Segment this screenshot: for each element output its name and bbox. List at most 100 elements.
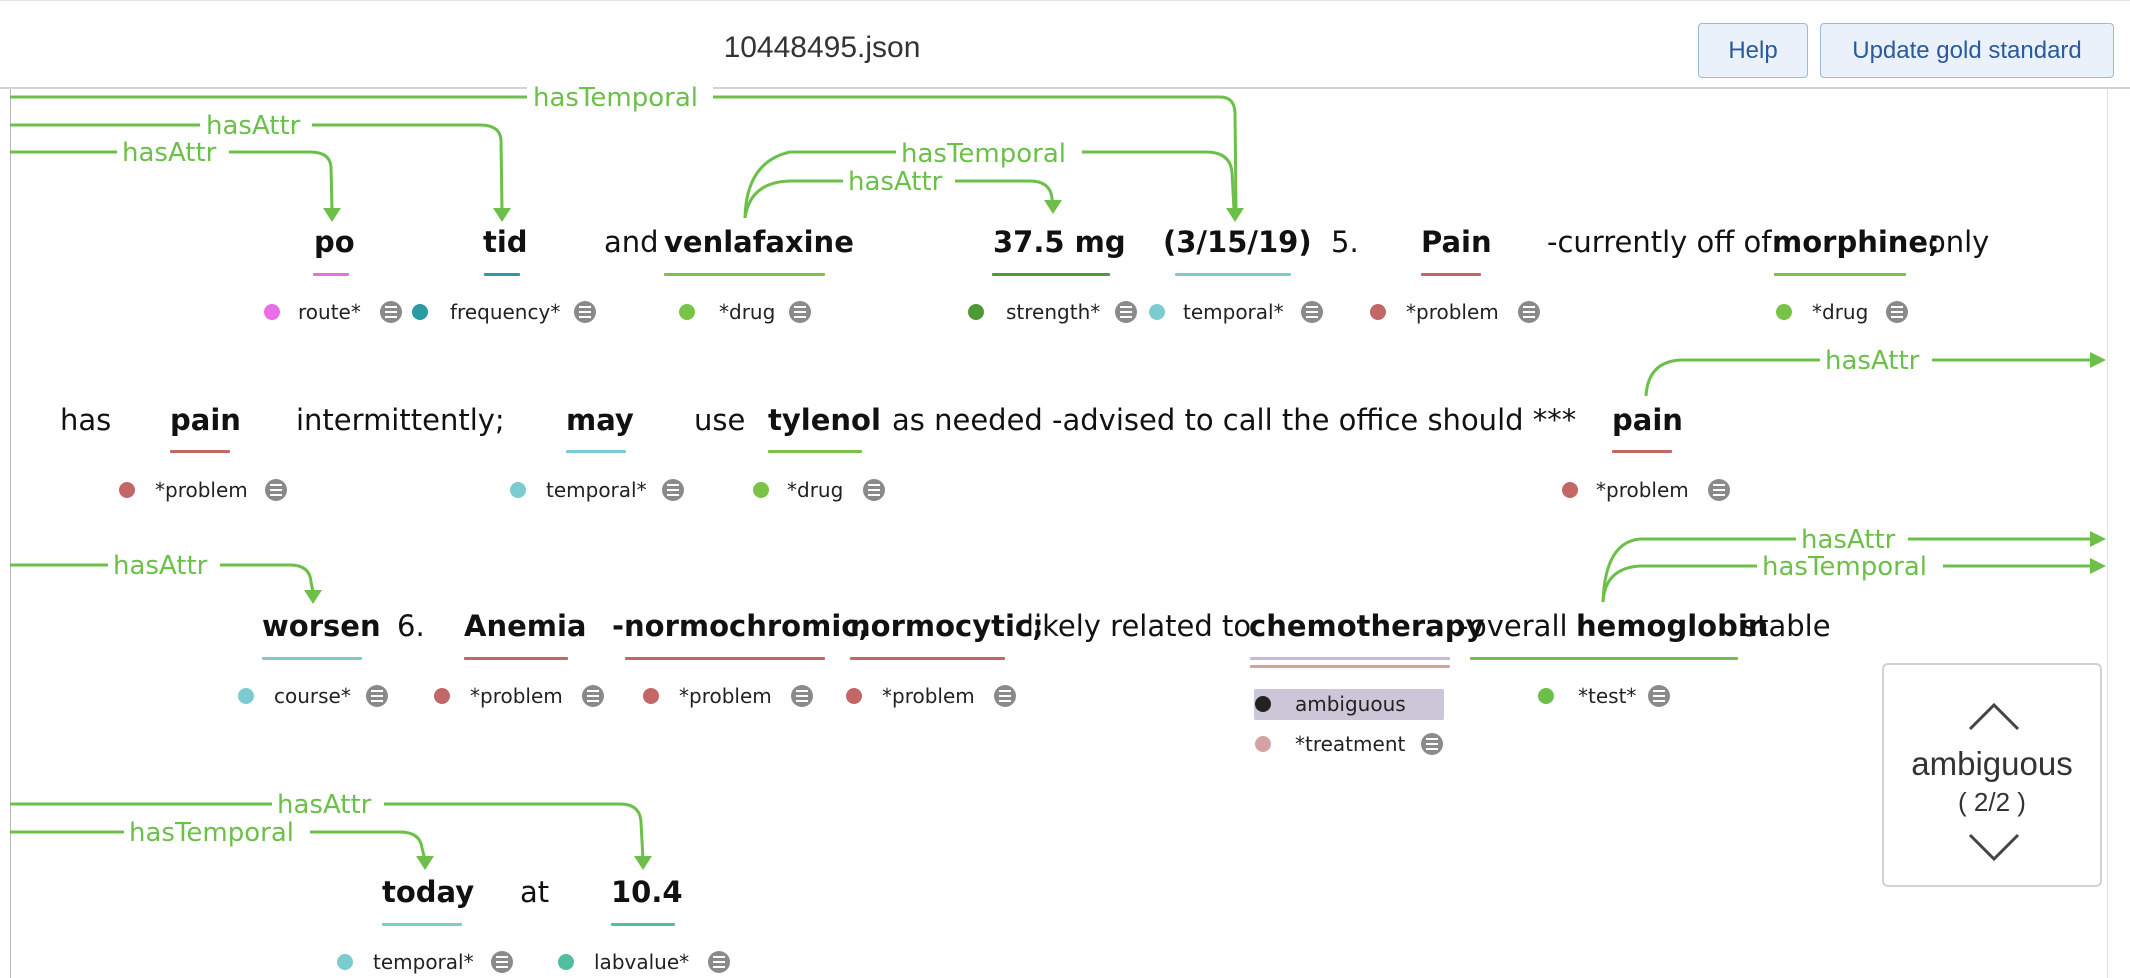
course-color-dot — [238, 688, 254, 704]
token-intermittently: intermittently; — [296, 403, 505, 437]
token-at: at — [520, 875, 550, 909]
token-and: and — [604, 225, 659, 259]
underline-temporal — [566, 450, 626, 453]
menu-icon[interactable] — [662, 479, 684, 501]
menu-icon[interactable] — [265, 479, 287, 501]
label-treatment[interactable]: *treatment — [1255, 729, 1455, 759]
entity-tid[interactable]: tid — [483, 225, 528, 259]
entity-may[interactable]: may — [566, 403, 634, 437]
ambiguous-highlight — [1254, 689, 1444, 720]
entity-po[interactable]: po — [314, 225, 355, 259]
scrollbar-track[interactable] — [2107, 89, 2108, 978]
entity-date[interactable]: (3/15/19) — [1163, 225, 1312, 259]
entity-morphine[interactable]: morphine; — [1772, 225, 1940, 259]
temporal-color-dot — [1149, 304, 1165, 320]
file-title: 10448495.json — [723, 31, 921, 64]
help-button[interactable]: Help — [1698, 23, 1808, 78]
label-frequency[interactable]: frequency* — [412, 297, 602, 327]
entity-labvalue[interactable]: 10.4 — [611, 875, 683, 909]
label-problem[interactable]: *problem — [434, 681, 609, 711]
token-has: has — [60, 403, 112, 437]
label-strength[interactable]: strength* — [968, 297, 1143, 327]
label-problem[interactable]: *problem — [1562, 475, 1737, 505]
menu-icon[interactable] — [789, 301, 811, 323]
underline-drug — [768, 450, 862, 453]
menu-icon[interactable] — [708, 951, 730, 973]
underline-temporal — [382, 923, 462, 926]
update-gold-standard-button[interactable]: Update gold standard — [1820, 23, 2114, 78]
menu-icon[interactable] — [1421, 733, 1443, 755]
entity-pain[interactable]: pain — [170, 403, 241, 437]
menu-icon[interactable] — [863, 479, 885, 501]
menu-icon[interactable] — [1886, 301, 1908, 323]
arc-label-hasattr: hasAttr — [1825, 346, 1920, 376]
test-color-dot — [1538, 688, 1554, 704]
entity-pain[interactable]: Pain — [1421, 225, 1492, 259]
menu-icon[interactable] — [366, 685, 388, 707]
menu-icon[interactable] — [1115, 301, 1137, 323]
underline-problem — [1612, 450, 1672, 453]
ambiguity-navigator: ambiguous ( 2/2 ) — [1882, 663, 2102, 887]
menu-icon[interactable] — [791, 685, 813, 707]
entity-hemoglobin[interactable]: hemoglobin — [1576, 609, 1769, 643]
arc-hasattr-po — [10, 150, 334, 211]
entity-chemotherapy[interactable]: chemotherapy — [1249, 609, 1485, 643]
entity-today[interactable]: today — [382, 875, 475, 909]
menu-icon[interactable] — [582, 685, 604, 707]
label-problem[interactable]: *problem — [846, 681, 1021, 711]
menu-icon[interactable] — [491, 951, 513, 973]
problem-color-dot — [1562, 482, 1578, 498]
label-temporal[interactable]: temporal* — [1149, 297, 1329, 327]
entity-worsen[interactable]: worsen — [262, 609, 381, 643]
token-stable: stable — [1742, 609, 1831, 643]
entity-normochromic[interactable]: -normochromic, — [612, 609, 870, 643]
entity-tylenol[interactable]: tylenol — [768, 403, 881, 437]
arc-label-hasattr: hasAttr — [122, 138, 217, 168]
menu-icon[interactable] — [380, 301, 402, 323]
label-problem[interactable]: *problem — [119, 475, 294, 505]
arc-hasattr-pain-out — [1644, 358, 2090, 397]
temporal-color-dot — [510, 482, 526, 498]
entity-normocytic[interactable]: normocytic; — [850, 609, 1044, 643]
underline-treatment — [1250, 665, 1450, 668]
underline-drug — [1774, 273, 1906, 276]
label-drug[interactable]: *drug — [753, 475, 888, 505]
top-bar: 10448495.json Help Update gold standard — [0, 0, 2130, 89]
label-test[interactable]: *test* — [1538, 681, 1678, 711]
menu-icon[interactable] — [1648, 685, 1670, 707]
label-temporal[interactable]: temporal* — [510, 475, 690, 505]
token-currently: -currently off of — [1547, 225, 1772, 259]
menu-icon[interactable] — [574, 301, 596, 323]
label-ambiguous[interactable]: ambiguous — [1255, 689, 1440, 719]
arc-hastemporal-date — [10, 95, 1238, 211]
label-temporal[interactable]: temporal* — [337, 947, 522, 977]
menu-icon[interactable] — [1301, 301, 1323, 323]
chevron-down-icon[interactable] — [1964, 827, 2024, 867]
underline-course — [262, 657, 362, 660]
entity-venlafaxine[interactable]: venlafaxine — [664, 225, 854, 259]
label-drug[interactable]: *drug — [679, 297, 814, 327]
arc-label-hasattr: hasAttr — [848, 167, 943, 197]
token-six: 6. — [397, 609, 425, 643]
entity-strength[interactable]: 37.5 mg — [993, 225, 1126, 259]
arrow-hemoglobin-temporal-out — [2090, 558, 2106, 574]
label-problem[interactable]: *problem — [643, 681, 818, 711]
drug-color-dot — [1776, 304, 1792, 320]
chevron-up-icon[interactable] — [1964, 697, 2024, 737]
underline-route — [313, 273, 349, 276]
label-problem[interactable]: *problem — [1370, 297, 1545, 327]
menu-icon[interactable] — [1518, 301, 1540, 323]
label-drug[interactable]: *drug — [1776, 297, 1911, 327]
entity-anemia[interactable]: Anemia — [464, 609, 587, 643]
label-route[interactable]: route* — [264, 297, 404, 327]
drug-color-dot — [753, 482, 769, 498]
menu-icon[interactable] — [994, 685, 1016, 707]
label-course[interactable]: course* — [238, 681, 398, 711]
entity-pain[interactable]: pain — [1612, 403, 1683, 437]
menu-icon[interactable] — [1708, 479, 1730, 501]
arrow-strength — [1044, 200, 1062, 214]
navigator-count: ( 2/2 ) — [1958, 787, 2026, 817]
token-likely-related: likely related to — [1026, 609, 1252, 643]
label-labvalue[interactable]: labvalue* — [558, 947, 733, 977]
